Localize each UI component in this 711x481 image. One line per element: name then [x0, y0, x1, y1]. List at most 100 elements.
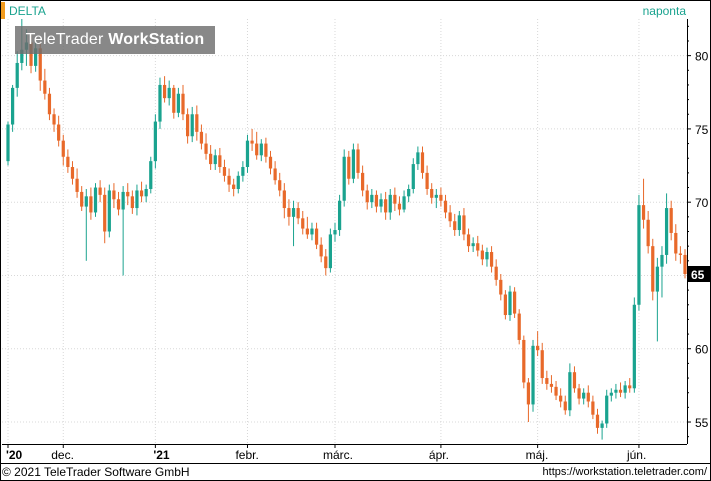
candle — [356, 143, 360, 179]
candle — [623, 380, 627, 399]
frequency-label[interactable]: naponta — [642, 4, 686, 18]
candle-body — [646, 219, 650, 247]
candle — [572, 366, 577, 393]
candle-body — [116, 199, 121, 210]
candle — [93, 183, 98, 217]
candle-body — [545, 378, 549, 384]
candle — [121, 186, 125, 276]
candle — [559, 388, 563, 408]
source-url[interactable]: https://workstation.teletrader.com/ — [542, 466, 707, 478]
candle — [462, 208, 466, 241]
candle — [319, 237, 323, 263]
candle — [278, 172, 282, 197]
candle-body — [614, 389, 618, 393]
candle-body — [628, 385, 632, 389]
candle — [388, 189, 392, 220]
candle-body — [485, 252, 489, 260]
candle-body — [209, 153, 213, 165]
candle-body — [577, 388, 581, 399]
candle-body — [591, 401, 595, 415]
candle-body — [337, 200, 342, 231]
candle — [328, 228, 332, 273]
candle — [508, 285, 512, 321]
candle-body — [232, 184, 236, 189]
candle-body — [84, 196, 88, 207]
candle-body — [664, 208, 669, 255]
candle-body — [494, 266, 498, 280]
candle-body — [149, 161, 153, 189]
candle — [660, 246, 664, 298]
candle — [402, 190, 406, 213]
candle-body — [70, 167, 75, 179]
x-tick-label: '20 — [6, 448, 23, 462]
candle-body — [314, 228, 319, 245]
candle — [471, 237, 475, 253]
candle — [213, 149, 217, 170]
candle — [517, 309, 521, 345]
candle — [89, 187, 93, 220]
candle — [268, 150, 273, 175]
candle — [227, 168, 231, 192]
candle — [337, 194, 342, 236]
candle-body — [15, 62, 19, 88]
candle-body — [595, 414, 600, 428]
candle — [485, 247, 489, 267]
candle-body — [199, 131, 204, 144]
candle-body — [411, 164, 415, 189]
candle — [158, 77, 162, 129]
x-tick-label: márc. — [323, 448, 353, 462]
candle — [250, 128, 254, 151]
candle-body — [508, 291, 512, 316]
candle-body — [291, 208, 296, 217]
x-tick-label: dec. — [51, 448, 74, 462]
candle — [296, 202, 300, 225]
candle — [126, 183, 130, 206]
candle — [342, 149, 346, 207]
candle — [397, 196, 402, 216]
candle-body — [282, 190, 286, 209]
candle-body — [471, 243, 475, 247]
y-tick-label: 70 — [695, 196, 709, 210]
candle — [153, 114, 157, 169]
candles — [6, 19, 687, 440]
candle — [241, 161, 245, 182]
candle-body — [112, 190, 116, 200]
candle-body — [126, 191, 130, 197]
candle — [181, 84, 185, 121]
candle-body — [512, 291, 517, 314]
candle — [430, 183, 434, 204]
candle-body — [144, 189, 148, 197]
candle — [577, 383, 581, 405]
candle-body — [158, 84, 162, 122]
candle — [149, 156, 153, 194]
candle — [522, 335, 526, 389]
y-axis: 55 60 65 70 75 80 — [687, 25, 709, 438]
candle-body — [425, 172, 429, 189]
ticker-label[interactable]: DELTA — [1, 2, 46, 19]
candle — [273, 161, 277, 185]
y-tick-label: 60 — [695, 343, 709, 357]
candle-body — [172, 87, 176, 113]
candle-body — [121, 191, 125, 210]
candle-body — [186, 114, 190, 137]
candle — [103, 187, 107, 244]
candle-body — [167, 87, 171, 99]
candle-body — [420, 152, 425, 173]
candle — [434, 189, 438, 209]
candle-body — [540, 350, 544, 379]
candle — [457, 210, 461, 236]
candle — [586, 385, 590, 408]
candle — [443, 194, 448, 219]
candle — [6, 121, 10, 166]
candle-body — [250, 140, 254, 144]
candle-body — [98, 187, 102, 195]
candle — [70, 161, 75, 185]
candle — [291, 200, 296, 247]
candle — [370, 189, 374, 209]
ticker-color-marker — [1, 2, 5, 19]
candle — [305, 216, 309, 239]
candle-body — [227, 175, 231, 185]
x-tick-label: máj. — [526, 448, 549, 462]
candle — [135, 184, 139, 216]
